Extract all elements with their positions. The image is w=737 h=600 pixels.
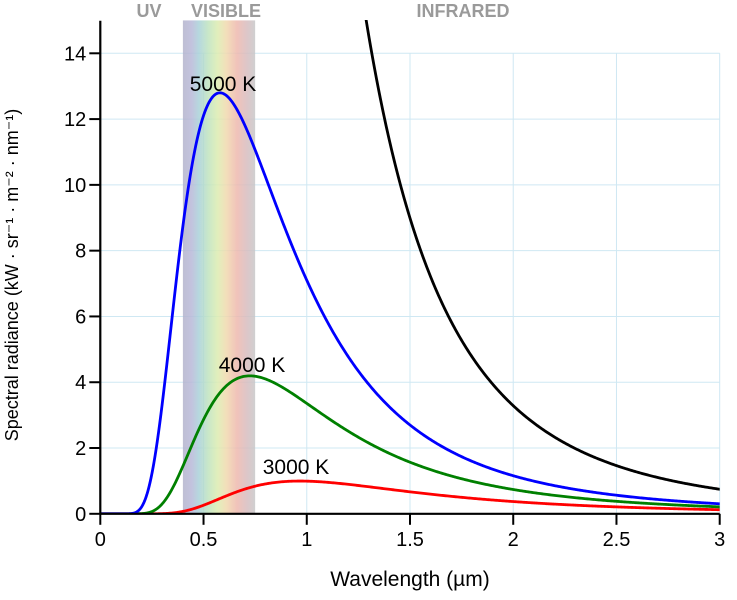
- svg-text:0: 0: [95, 529, 106, 551]
- svg-text:8: 8: [75, 241, 86, 263]
- svg-text:4: 4: [75, 372, 86, 394]
- svg-text:UV: UV: [136, 1, 161, 21]
- svg-text:Wavelength (µm): Wavelength (µm): [330, 568, 490, 591]
- svg-text:0: 0: [75, 504, 86, 526]
- svg-text:INFRARED: INFRARED: [417, 1, 510, 21]
- svg-text:2.5: 2.5: [603, 529, 631, 551]
- svg-text:10: 10: [64, 175, 86, 197]
- svg-text:4000 K: 4000 K: [219, 354, 286, 377]
- svg-text:5000 K: 5000 K: [190, 73, 257, 96]
- svg-text:1.5: 1.5: [396, 529, 424, 551]
- svg-text:VISIBLE: VISIBLE: [191, 1, 261, 21]
- svg-text:6: 6: [75, 306, 86, 328]
- svg-text:0.5: 0.5: [190, 529, 218, 551]
- svg-text:14: 14: [64, 43, 86, 65]
- svg-text:2: 2: [75, 438, 86, 460]
- svg-text:3: 3: [714, 529, 725, 551]
- svg-text:3000 K: 3000 K: [263, 456, 330, 479]
- svg-text:1: 1: [301, 529, 312, 551]
- svg-text:2: 2: [508, 529, 519, 551]
- svg-text:Spectral radiance (kW · sr⁻¹ ·: Spectral radiance (kW · sr⁻¹ · m⁻² · nm⁻…: [2, 109, 22, 442]
- svg-text:12: 12: [64, 109, 86, 131]
